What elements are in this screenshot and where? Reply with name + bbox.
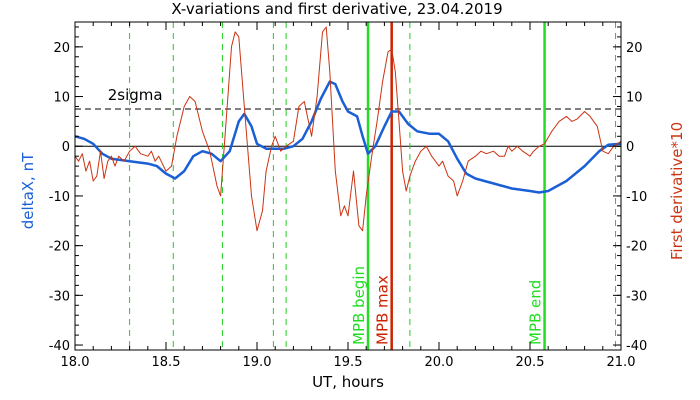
y-tick-label-right: -10 bbox=[626, 190, 647, 205]
x-tick-label: 19.0 bbox=[243, 355, 272, 370]
y-tick-label-right: -20 bbox=[626, 240, 647, 255]
plot-area: 2sigma MPB begin MPB max MPB end bbox=[74, 22, 622, 350]
event-label: MPB max bbox=[374, 275, 392, 345]
x-tick-label: 18.0 bbox=[61, 355, 90, 370]
series-derivative bbox=[74, 26, 622, 232]
x-tick-label: 18.5 bbox=[152, 355, 181, 370]
x-tick-label: 20.0 bbox=[425, 355, 454, 370]
y-tick-label-left: 0 bbox=[62, 140, 70, 155]
chart-title: X-variations and first derivative, 23.04… bbox=[171, 0, 502, 18]
y-tick-label-right: 0 bbox=[626, 140, 634, 155]
y-tick-label-left: -30 bbox=[49, 289, 70, 304]
series-deltax bbox=[74, 80, 622, 194]
y-tick-label-left: -10 bbox=[49, 190, 70, 205]
y-tick-label-right: -40 bbox=[626, 339, 647, 354]
x-tick-label: 20.5 bbox=[516, 355, 545, 370]
y-tick-label-left: 10 bbox=[53, 91, 70, 106]
y-axis-right-label: First derivative*10 bbox=[668, 122, 686, 260]
event-label: MPB end bbox=[527, 280, 545, 345]
sigma-label: 2sigma bbox=[108, 86, 163, 104]
y-tick-label-right: 10 bbox=[626, 91, 643, 106]
y-tick-label-right: 20 bbox=[626, 41, 643, 56]
y-axis-left-label: deltaX, nT bbox=[19, 152, 37, 229]
x-tick-label: 21.0 bbox=[607, 355, 636, 370]
y-tick-label-left: -40 bbox=[49, 339, 70, 354]
y-tick-label-left: -20 bbox=[49, 240, 70, 255]
event-label: MPB begin bbox=[350, 266, 368, 345]
y-tick-label-right: -30 bbox=[626, 289, 647, 304]
x-axis-label: UT, hours bbox=[312, 373, 384, 391]
axes: 18.0 18.5 19.0 19.5 20.0 20.5 21.0-40 -40-30 -30… bbox=[49, 21, 647, 370]
x-tick-label: 19.5 bbox=[334, 355, 363, 370]
y-tick-label-left: 20 bbox=[53, 41, 70, 56]
